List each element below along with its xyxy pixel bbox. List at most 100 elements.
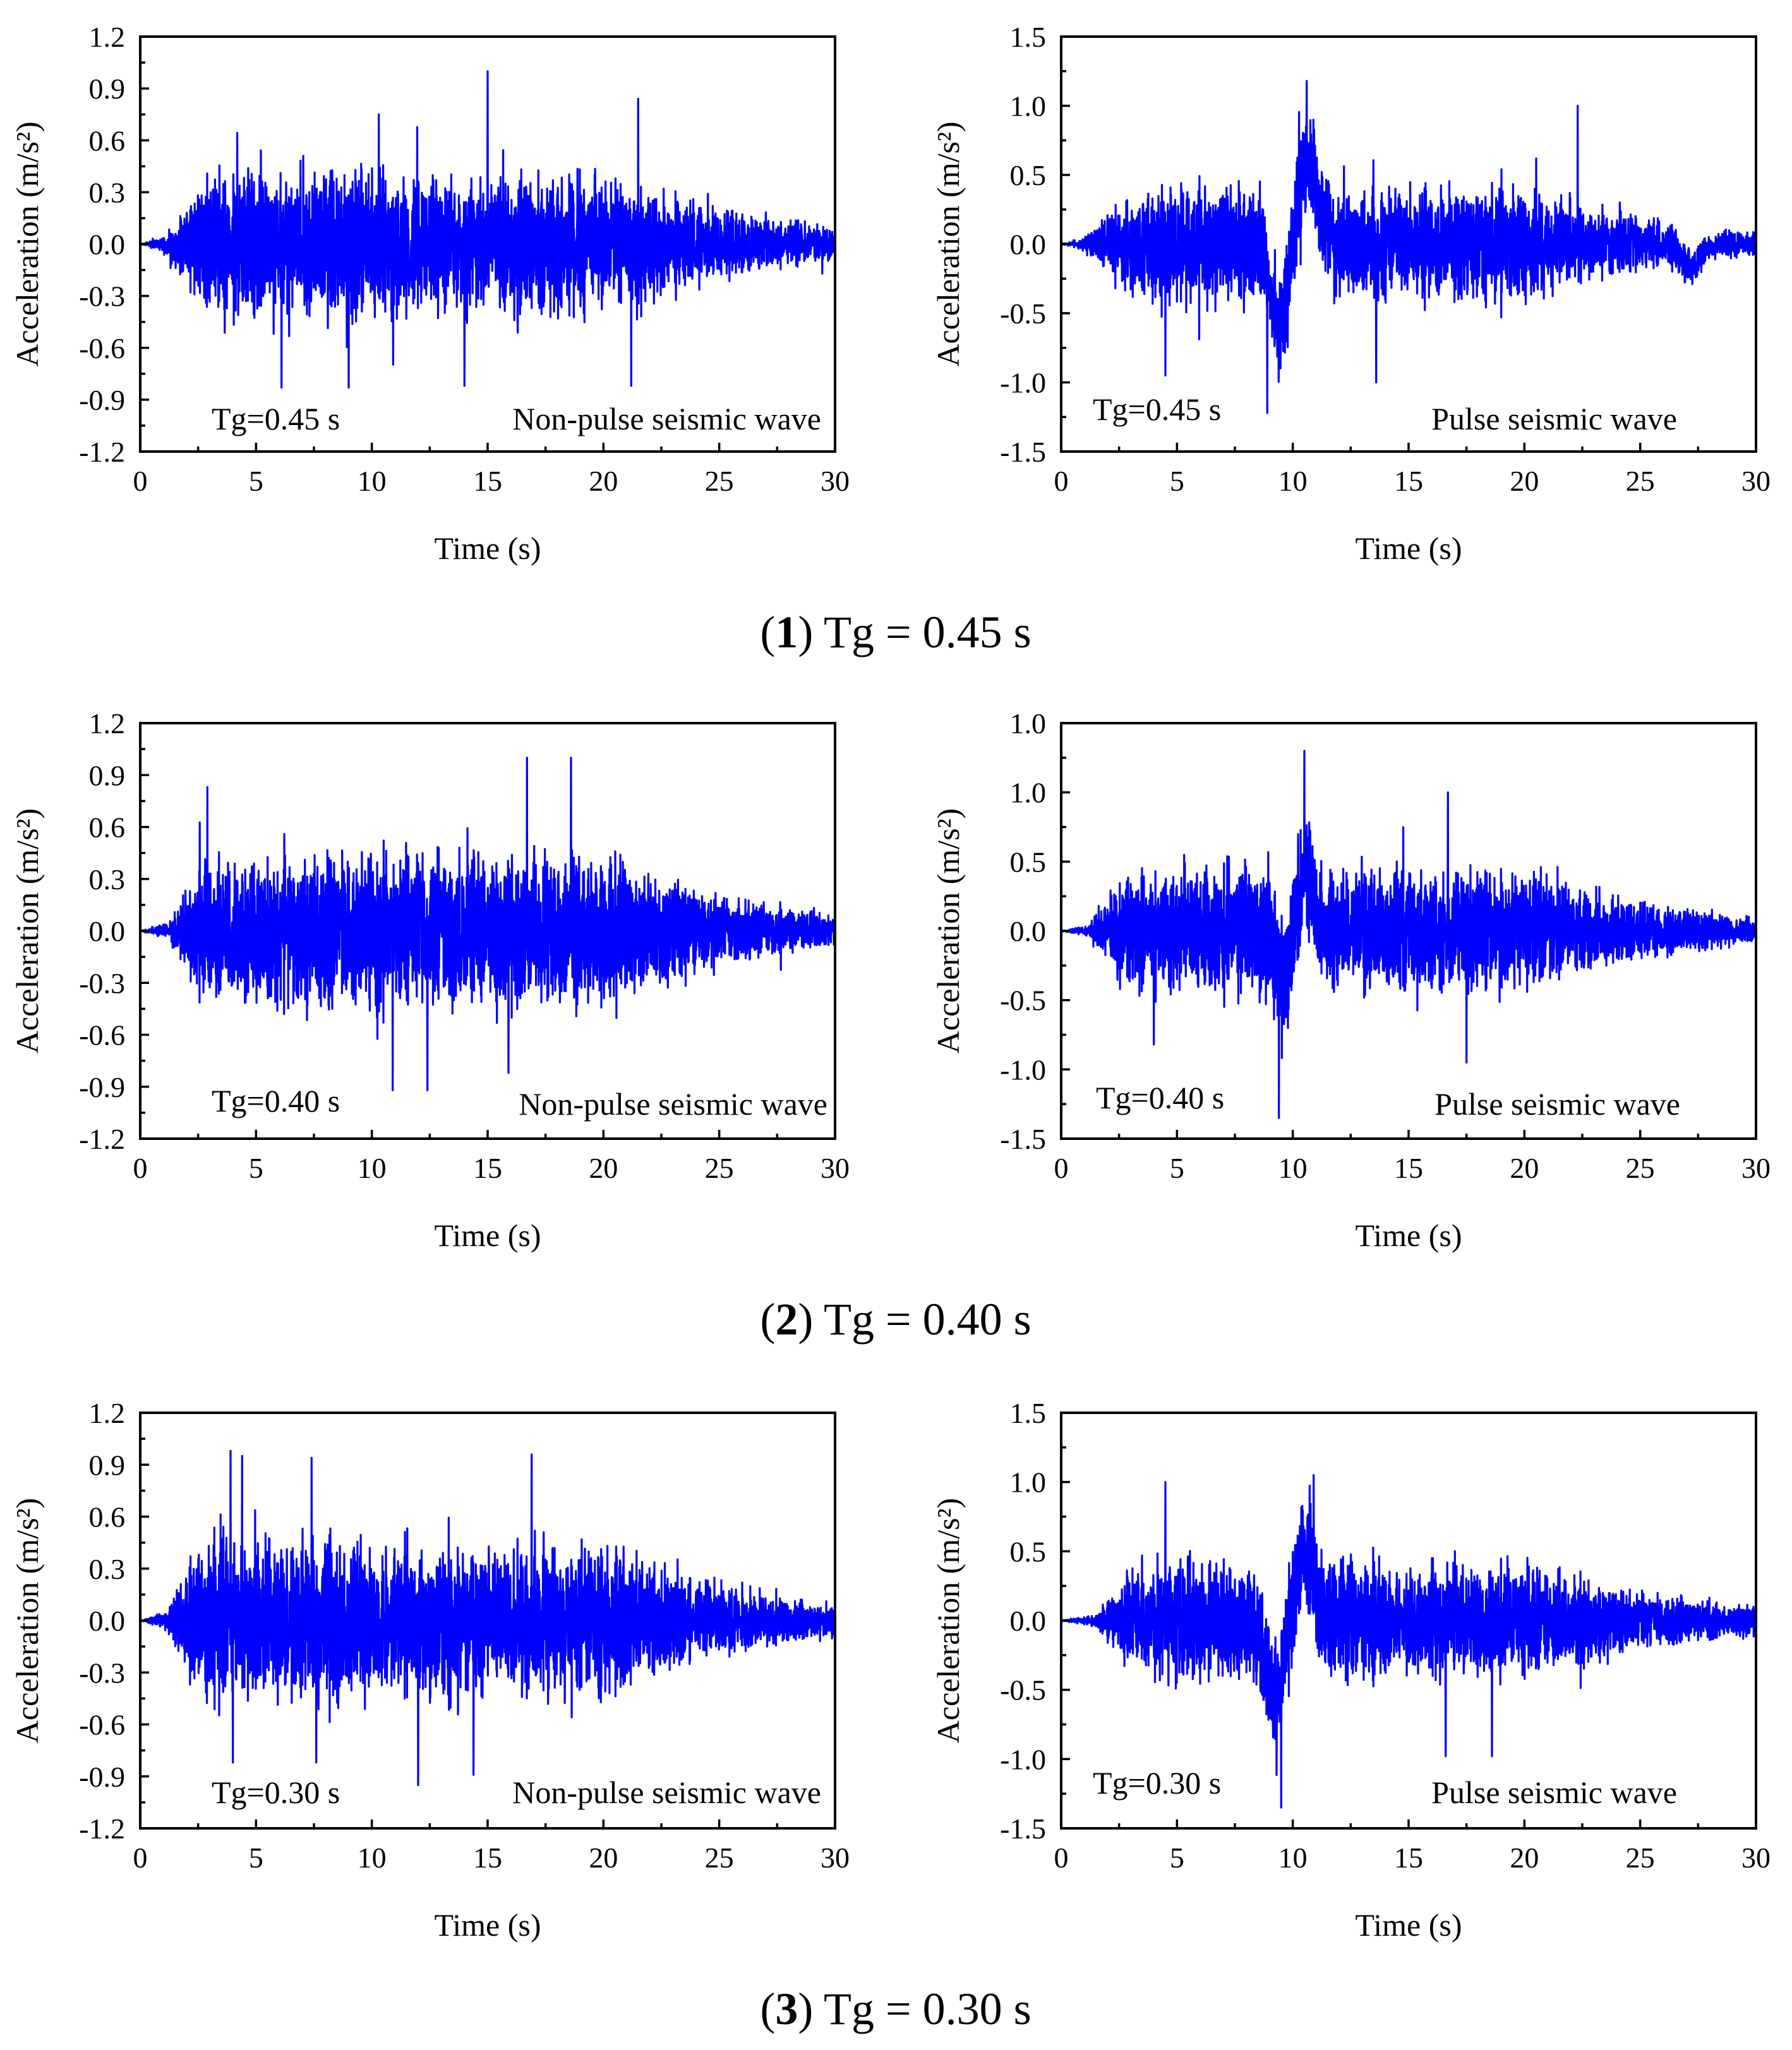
x-axis-title: Time (s) bbox=[1355, 530, 1462, 566]
y-tick-label: 1.2 bbox=[89, 707, 126, 740]
y-tick-label: 0.6 bbox=[89, 124, 126, 157]
caption-number: 2 bbox=[775, 1294, 798, 1345]
y-axis-title: Acceleration (m/s²) bbox=[930, 1498, 966, 1743]
x-tick-label: 5 bbox=[249, 1842, 263, 1874]
x-tick-label: 25 bbox=[1626, 1842, 1655, 1874]
x-tick-label: 15 bbox=[473, 1842, 502, 1874]
y-tick-label: -0.6 bbox=[79, 1019, 125, 1052]
chart-panel-1-left: 0 5 10 15 20 25 30 -1.2 -0.9 -0.6 -0.3 0.0 0.3 0.6 0.9… bbox=[9, 21, 850, 566]
series-line bbox=[139, 757, 836, 1091]
x-axis-title: Time (s) bbox=[1355, 1907, 1462, 1943]
caption-row-2: (2) Tg = 0.40 s bbox=[760, 1294, 1031, 1345]
y-tick-label: 0.0 bbox=[89, 229, 126, 261]
caption-text: Tg = 0.30 s bbox=[824, 1984, 1031, 2034]
x-tick-label: 5 bbox=[1170, 1152, 1184, 1184]
x-tick-label: 15 bbox=[1394, 1152, 1423, 1184]
y-tick-label: 0.5 bbox=[1010, 159, 1047, 191]
x-tick-label: 25 bbox=[705, 1842, 734, 1874]
tg-annotation: Tg=0.30 s bbox=[1093, 1765, 1221, 1801]
y-tick-label: 0.5 bbox=[1010, 1535, 1047, 1567]
x-axis-title: Time (s) bbox=[1355, 1218, 1462, 1253]
x-tick-label: 30 bbox=[821, 1842, 850, 1874]
y-tick-label: -0.3 bbox=[79, 1657, 125, 1689]
tg-annotation: Tg=0.45 s bbox=[1093, 392, 1221, 427]
x-tick-label: 30 bbox=[821, 465, 850, 497]
x-tick-label: 30 bbox=[821, 1152, 850, 1184]
y-tick-label: -1.5 bbox=[1000, 1123, 1046, 1155]
y-tick-label: -0.9 bbox=[79, 1071, 125, 1103]
y-tick-label: 1.5 bbox=[1010, 1397, 1047, 1429]
wave-type-annotation: Pulse seismic wave bbox=[1431, 1775, 1677, 1810]
y-tick-label: 1.0 bbox=[1010, 1466, 1047, 1499]
x-tick-label: 0 bbox=[1054, 465, 1069, 497]
y-tick-label: -0.9 bbox=[79, 1761, 125, 1793]
y-tick-label: -1.0 bbox=[1000, 367, 1046, 399]
panels: 0 5 10 15 20 25 30-1.2-0.9-0.6-0.30.00.30.60.9… bbox=[9, 21, 1771, 1943]
x-tick-label: 30 bbox=[1741, 1842, 1771, 1874]
wave-type-annotation: Non-pulse seismic wave bbox=[512, 401, 821, 436]
x-tick-label: 15 bbox=[473, 1152, 502, 1184]
chart-panel-2-left: 0 5 10 15 20 25 30 -1.2 -0.9 -0.6 -0.3 0.0 0.3 0.6 0.9… bbox=[9, 707, 850, 1253]
x-tick-label: 5 bbox=[249, 1152, 263, 1184]
y-tick-label: 1.0 bbox=[1010, 707, 1047, 740]
chart-panel-3-left: 0 5 10 15 20 25 30 -1.2 -0.9 -0.6 -0.3 0.0 0.3 0.6 0.9… bbox=[9, 1397, 850, 1943]
chart-panel-1-right: 0 5 10 15 20 25 30 -1.5 -1.0 -0.5 0.0 0.5 1.0 1.5 Time… bbox=[930, 21, 1771, 566]
y-tick-label: 1.0 bbox=[1010, 90, 1047, 123]
x-tick-label: 5 bbox=[1170, 465, 1184, 497]
y-tick-label: -0.6 bbox=[79, 332, 125, 364]
wave-type-annotation: Non-pulse seismic wave bbox=[519, 1086, 827, 1122]
y-tick-label: 0.0 bbox=[89, 915, 126, 947]
y-tick-label: -1.0 bbox=[1000, 1053, 1046, 1086]
y-tick-label: -1.0 bbox=[1000, 1743, 1046, 1775]
y-tick-label: 0.9 bbox=[89, 759, 126, 791]
x-tick-label: 0 bbox=[133, 1842, 148, 1874]
chart-panel-2-right: 0 5 10 15 20 25 30 -1.5 -1.0 -0.5 0.0 0.5 1.0 1.0 Time… bbox=[930, 707, 1771, 1253]
x-tick-label: 10 bbox=[358, 1842, 387, 1874]
y-tick-label: -1.2 bbox=[79, 1813, 125, 1845]
x-tick-label: 5 bbox=[249, 465, 263, 497]
x-tick-label: 15 bbox=[1394, 465, 1423, 497]
x-tick-label: 30 bbox=[1741, 1152, 1771, 1184]
x-tick-label: 10 bbox=[1278, 1152, 1308, 1184]
tg-annotation: Tg=0.45 s bbox=[212, 401, 340, 436]
y-tick-label: 0.3 bbox=[89, 1553, 126, 1585]
tg-annotation: Tg=0.40 s bbox=[212, 1083, 340, 1118]
caption-text: Tg = 0.45 s bbox=[824, 607, 1031, 657]
series-line bbox=[139, 70, 836, 389]
x-tick-label: 10 bbox=[1278, 1842, 1308, 1874]
x-tick-label: 0 bbox=[133, 1152, 148, 1184]
x-tick-label: 30 bbox=[1741, 465, 1771, 497]
x-tick-label: 20 bbox=[1510, 1842, 1539, 1874]
y-axis-title: Acceleration (m/s²) bbox=[9, 808, 45, 1053]
y-tick-label: -1.2 bbox=[79, 436, 125, 468]
x-tick-label: 10 bbox=[1278, 465, 1308, 497]
x-tick-label: 20 bbox=[589, 465, 618, 497]
x-tick-label: 5 bbox=[1170, 1842, 1184, 1874]
y-tick-label: -0.3 bbox=[79, 280, 125, 313]
caption-text: Tg = 0.40 s bbox=[824, 1294, 1031, 1345]
y-tick-label: 0.0 bbox=[1010, 915, 1047, 947]
wave-type-annotation: Non-pulse seismic wave bbox=[512, 1775, 821, 1810]
x-axis-title: Time (s) bbox=[434, 1218, 541, 1253]
x-tick-label: 15 bbox=[1394, 1842, 1423, 1874]
x-tick-label: 20 bbox=[589, 1842, 618, 1874]
x-tick-label: 25 bbox=[705, 465, 734, 497]
x-tick-label: 10 bbox=[358, 1152, 387, 1184]
y-tick-label: -0.9 bbox=[79, 384, 125, 416]
x-tick-label: 20 bbox=[1510, 1152, 1539, 1184]
tg-annotation: Tg=0.40 s bbox=[1096, 1080, 1224, 1115]
series-line bbox=[1060, 1474, 1757, 1809]
wave-type-annotation: Pulse seismic wave bbox=[1434, 1086, 1680, 1122]
x-tick-label: 20 bbox=[589, 1152, 618, 1184]
tg-annotation: Tg=0.30 s bbox=[212, 1775, 340, 1810]
x-tick-label: 0 bbox=[133, 465, 148, 497]
y-tick-label: -1.2 bbox=[79, 1123, 125, 1155]
y-tick-label: 1.0 bbox=[1010, 777, 1047, 809]
y-axis-title: Acceleration (m/s²) bbox=[930, 121, 966, 366]
chart-panel-3-right: 0 5 10 15 20 25 30 -1.5 -1.0 -0.5 0.0 0.5 1.0 1.5 Time… bbox=[930, 1397, 1771, 1943]
x-tick-label: 20 bbox=[1510, 465, 1539, 497]
x-tick-label: 25 bbox=[1626, 465, 1655, 497]
x-tick-label: 0 bbox=[1054, 1842, 1069, 1874]
y-tick-label: -0.5 bbox=[1000, 1674, 1046, 1706]
